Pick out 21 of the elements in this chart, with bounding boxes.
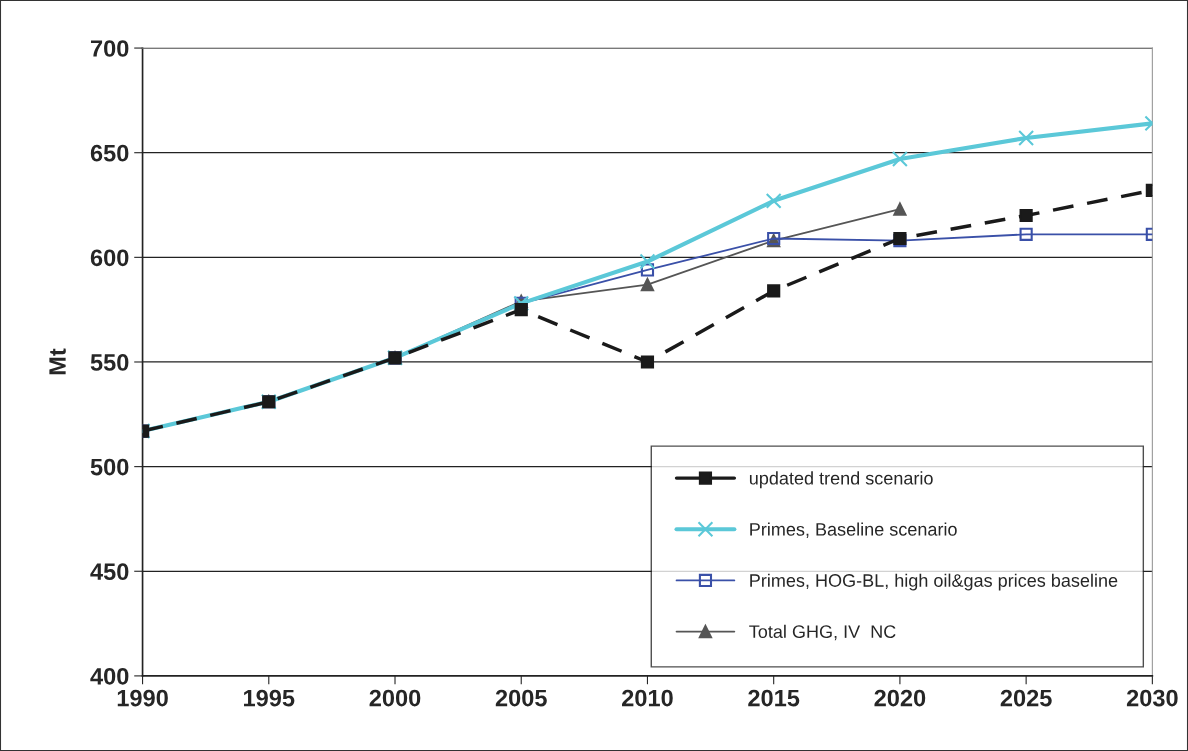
x-tick-label: 2025 <box>1000 689 1052 707</box>
x-tick-label: 2000 <box>369 689 421 707</box>
y-tick-label: 550 <box>90 354 129 371</box>
x-tick-label: 2030 <box>1126 689 1178 707</box>
y-tick-label: 600 <box>90 249 129 267</box>
x-tick-label: 1995 <box>244 689 295 707</box>
y-tick-label: 500 <box>90 458 129 476</box>
x-tick-label: 2005 <box>495 689 547 707</box>
legend-label: Total GHG, IV NC <box>749 624 896 641</box>
y-axis-title: Mt <box>49 348 66 375</box>
legend-label: Primes, Baseline scenario <box>750 522 957 538</box>
y-tick-label: 400 <box>90 667 129 685</box>
legend-label: updated trend scenario <box>749 471 933 489</box>
legend-label: Primes, HOG-BL, high oil&gas prices baseline <box>750 573 1118 591</box>
y-tick-label: 650 <box>90 144 129 162</box>
y-tick-label: 700 <box>90 40 129 57</box>
x-tick-label: 2015 <box>748 689 800 707</box>
x-tick-label: 2020 <box>874 689 926 707</box>
x-tick-label: 1990 <box>117 689 168 707</box>
y-tick-label: 450 <box>90 563 129 581</box>
x-tick-label: 2010 <box>622 689 673 707</box>
